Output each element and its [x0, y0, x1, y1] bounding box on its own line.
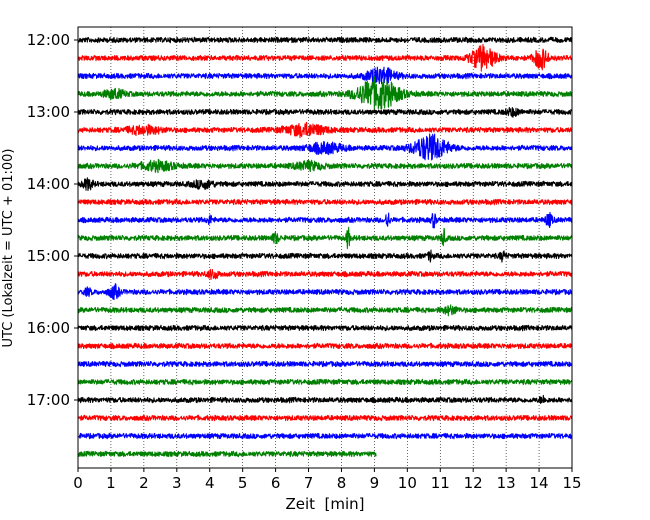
trace-1245 [77, 76, 573, 110]
y-tick-label: 17:00 [27, 391, 70, 409]
trace-1700 [77, 394, 573, 405]
x-axis: 0 1 2 3 4 5 6 7 8 9 10 11 12 13 14 15 [73, 468, 582, 492]
x-tick-label: 9 [370, 474, 380, 492]
x-tick-label: 10 [398, 474, 417, 492]
y-axis-label: UTC (Lokalzeit = UTC + 01:00) [1, 149, 16, 348]
traces-group [77, 36, 573, 458]
trace-1630 [77, 360, 573, 368]
y-axis: 12:00 13:00 14:00 15:00 16:00 17:00 [27, 31, 78, 409]
x-tick-label: 14 [530, 474, 549, 492]
x-axis-label: Zeit [min] [285, 495, 364, 513]
trace-1515 [77, 268, 573, 280]
trace-1545 [77, 304, 573, 317]
x-tick-label: 3 [172, 474, 182, 492]
trace-1530 [77, 283, 573, 301]
trace-1730 [77, 432, 573, 440]
trace-1715 [77, 414, 573, 422]
x-tick-label: 0 [73, 474, 83, 492]
trace-1745 [77, 450, 377, 458]
trace-1215 [77, 43, 573, 72]
trace-1330 [77, 133, 573, 161]
x-tick-label: 5 [238, 474, 248, 492]
trace-1300 [77, 107, 573, 118]
trace-1200 [77, 36, 573, 44]
trace-1615 [77, 342, 573, 350]
trace-1645 [77, 378, 573, 386]
trace-1345 [77, 158, 573, 174]
x-tick-label: 12 [464, 474, 483, 492]
x-tick-label: 7 [304, 474, 314, 492]
x-tick-label: 6 [271, 474, 281, 492]
trace-1230 [77, 66, 573, 86]
plot-background [78, 27, 572, 468]
trace-1600 [77, 324, 573, 332]
trace-1430 [77, 211, 573, 229]
trace-1445 [77, 226, 573, 250]
x-tick-label: 8 [337, 474, 347, 492]
trace-1400 [77, 177, 573, 192]
trace-1315 [77, 121, 573, 139]
x-tick-label: 13 [497, 474, 516, 492]
x-tick-label: 4 [205, 474, 215, 492]
x-tick-label: 2 [139, 474, 149, 492]
y-tick-label: 15:00 [27, 247, 70, 265]
y-tick-label: 14:00 [27, 175, 70, 193]
x-tick-label: 15 [562, 474, 581, 492]
trace-1415 [77, 198, 573, 206]
y-tick-label: 12:00 [27, 31, 70, 49]
x-tick-label: 1 [106, 474, 116, 492]
trace-1500 [77, 249, 573, 263]
y-tick-label: 13:00 [27, 103, 70, 121]
x-tick-label: 11 [431, 474, 450, 492]
plot-frame [77, 26, 573, 469]
y-tick-label: 16:00 [27, 319, 70, 337]
